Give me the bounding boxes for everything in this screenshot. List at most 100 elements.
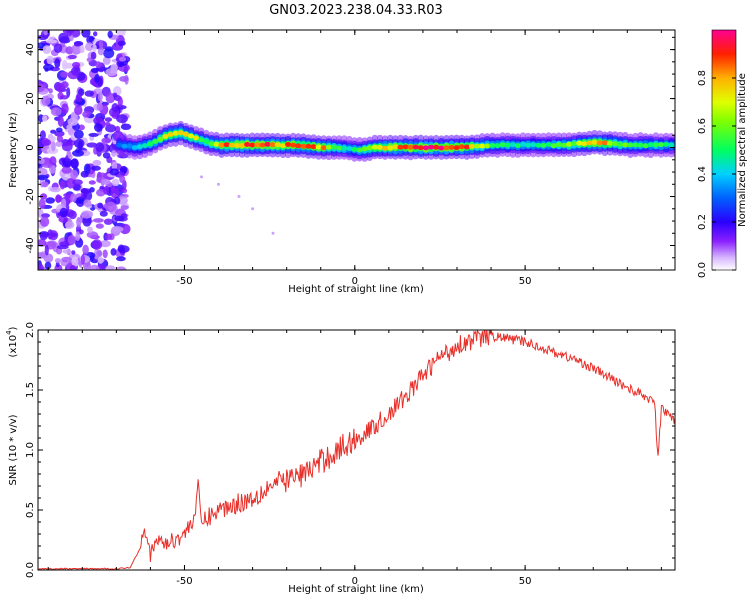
spectrogram-panel: -50 0 50 -40 -20 0 20 40 Height of straight lin… bbox=[8, 29, 676, 295]
ridge-cell bbox=[157, 136, 164, 142]
ridge-cell bbox=[177, 130, 184, 136]
noise-speckle bbox=[93, 31, 98, 37]
noise-speckle bbox=[103, 218, 113, 225]
noise-speckle bbox=[58, 32, 69, 44]
snr-series-line bbox=[38, 330, 675, 570]
ridge-cell bbox=[658, 142, 665, 148]
ridge-cell bbox=[612, 141, 619, 147]
noise-speckle bbox=[67, 154, 73, 160]
noise-speckle bbox=[38, 83, 45, 93]
ridge-cell bbox=[203, 139, 210, 144]
noise-speckle bbox=[96, 103, 104, 111]
ridge-cell bbox=[484, 143, 491, 149]
snr-plot-area bbox=[38, 330, 675, 570]
stray-point bbox=[271, 231, 275, 235]
noise-speckle bbox=[38, 167, 48, 177]
noise-speckle bbox=[44, 261, 52, 270]
noise-speckle bbox=[60, 71, 69, 78]
noise-speckle bbox=[72, 61, 81, 68]
ridge-cell bbox=[530, 142, 537, 148]
noise-speckle bbox=[39, 130, 46, 141]
ridge-cell bbox=[228, 142, 235, 148]
ridge-cell bbox=[274, 142, 281, 148]
noise-speckle bbox=[83, 199, 92, 207]
noise-speckle bbox=[109, 168, 120, 176]
ridge-cell bbox=[310, 144, 317, 150]
noise-speckle bbox=[70, 193, 77, 203]
noise-speckle bbox=[86, 142, 98, 148]
chart-title: GN03.2023.238.04.33.R03 bbox=[269, 3, 443, 18]
ridge-cell bbox=[346, 146, 353, 151]
noise-speckle bbox=[71, 256, 79, 267]
spectrogram-heat-layer bbox=[38, 30, 675, 270]
noise-speckle bbox=[104, 233, 113, 240]
noise-speckle bbox=[98, 39, 104, 49]
ridge-cell bbox=[244, 142, 251, 147]
noise-speckle bbox=[39, 216, 50, 227]
noise-speckle bbox=[120, 205, 129, 210]
noise-speckle bbox=[41, 95, 51, 106]
noise-speckle bbox=[60, 81, 69, 89]
y-tick-label: -20 bbox=[25, 188, 36, 204]
ridge-cell bbox=[428, 144, 435, 150]
snr-y-axis-title: SNR (10 * v/v) bbox=[8, 414, 19, 485]
noise-speckle bbox=[81, 30, 91, 38]
ridge-cell bbox=[652, 142, 659, 148]
noise-speckle bbox=[86, 57, 93, 63]
ridge-cell bbox=[627, 142, 634, 148]
noise-speckle bbox=[88, 132, 99, 137]
noise-speckle bbox=[48, 88, 53, 94]
ridge-cell bbox=[407, 144, 414, 150]
ridge-cell bbox=[320, 145, 327, 151]
ridge-cell bbox=[336, 145, 343, 151]
ridge-cell bbox=[560, 142, 567, 148]
noise-speckle bbox=[111, 161, 118, 170]
x-tick-label: 0 bbox=[352, 576, 358, 587]
noise-speckle bbox=[111, 150, 117, 157]
y-tick-label: 0 bbox=[25, 144, 36, 150]
x-tick-label: -50 bbox=[176, 276, 192, 287]
noise-speckle bbox=[96, 188, 106, 197]
ridge-cell bbox=[412, 144, 419, 150]
noise-speckle bbox=[86, 231, 99, 239]
noise-speckle bbox=[110, 187, 120, 199]
noise-speckle bbox=[92, 159, 102, 166]
ridge-cell bbox=[504, 142, 511, 148]
noise-speckle bbox=[122, 188, 128, 194]
noise-speckle bbox=[66, 87, 71, 98]
ridge-cell bbox=[596, 140, 603, 146]
noise-speckle bbox=[74, 129, 84, 139]
noise-speckle bbox=[64, 221, 75, 229]
noise-speckle bbox=[38, 174, 49, 181]
noise-speckle bbox=[92, 44, 97, 53]
ridge-cell bbox=[162, 134, 169, 139]
ridge-cell bbox=[141, 143, 148, 148]
ridge-cell bbox=[591, 140, 598, 145]
ridge-cell bbox=[499, 142, 506, 148]
noise-speckle bbox=[99, 240, 111, 248]
ridge-cell bbox=[453, 145, 460, 151]
noise-speckle bbox=[111, 178, 120, 187]
noise-speckle bbox=[89, 264, 100, 270]
noise-speckle bbox=[105, 122, 111, 127]
snr-x-axis-title: Height of straight line (km) bbox=[288, 584, 424, 595]
noise-speckle bbox=[84, 90, 95, 97]
noise-speckle bbox=[59, 207, 68, 218]
ridge-cell bbox=[116, 142, 123, 148]
noise-speckle bbox=[58, 216, 69, 223]
noise-speckle bbox=[42, 115, 48, 122]
noise-speckle bbox=[38, 114, 44, 123]
snr-y-scale-prefix: (x10 bbox=[8, 335, 19, 358]
ridge-cell bbox=[509, 142, 516, 148]
ridge-cell bbox=[422, 145, 429, 151]
ridge-cell bbox=[315, 144, 322, 150]
colorbar-gradient bbox=[711, 29, 737, 271]
ridge-cell bbox=[463, 144, 470, 150]
y-tick-label: 20 bbox=[25, 92, 36, 105]
noise-speckle bbox=[102, 249, 108, 259]
ridge-cell bbox=[366, 145, 373, 151]
ridge-cell bbox=[356, 147, 363, 153]
y-tick-label: 40 bbox=[25, 43, 36, 56]
colorbar-tick-label: 0.8 bbox=[697, 70, 708, 86]
